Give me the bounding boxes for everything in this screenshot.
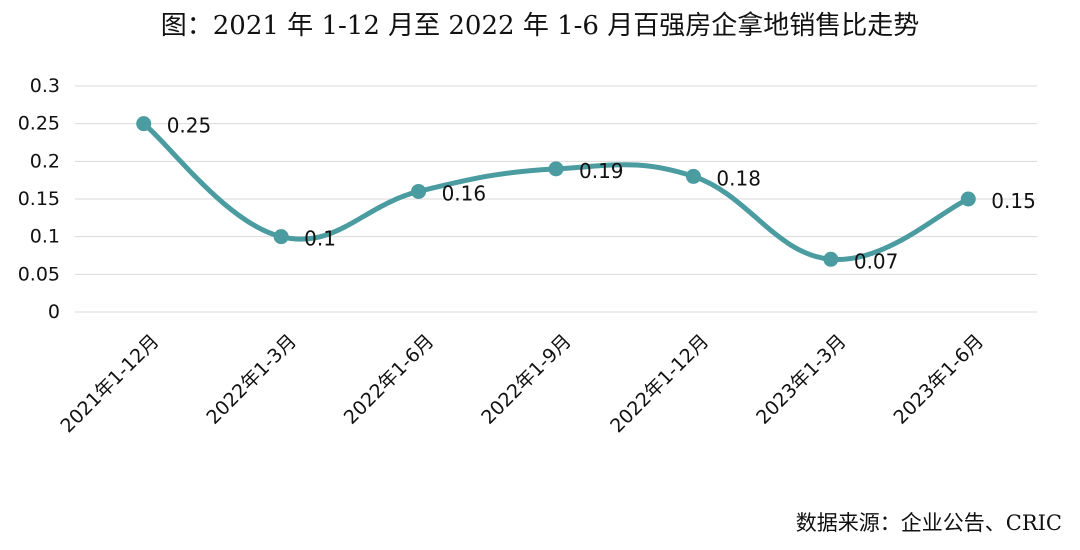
y-axis: 0 0.05 0.1 0.15 0.2 0.25 0.3 [18, 75, 60, 323]
data-label: 0.1 [304, 227, 336, 251]
data-point [685, 168, 701, 184]
y-tick-label: 0.2 [30, 150, 60, 172]
chart-title: 图：2021 年 1-12 月至 2022 年 1-6 月百强房企拿地销售比走势 [160, 11, 920, 41]
y-tick-label: 0.1 [30, 226, 60, 248]
y-tick-label: 0.15 [18, 188, 60, 210]
gridlines [75, 85, 1037, 313]
data-source-note: 数据来源：企业公告、CRIC [795, 511, 1062, 535]
data-point [960, 191, 976, 207]
data-label: 0.07 [854, 249, 899, 273]
x-tick-label: 2022年1-6月 [340, 330, 439, 429]
data-label: 0.25 [167, 114, 212, 138]
data-label: 0.15 [991, 189, 1036, 213]
data-label: 0.18 [716, 166, 761, 190]
series-line [141, 121, 971, 262]
y-tick-label: 0.25 [18, 113, 60, 135]
data-labels: 0.25 0.1 0.16 0.19 0.18 0.07 0.15 [167, 114, 1036, 274]
data-label: 0.16 [442, 181, 487, 205]
x-tick-label: 2023年1-6月 [889, 330, 988, 429]
data-label: 0.19 [579, 159, 624, 183]
data-point [273, 229, 289, 245]
x-axis: 2021年1-12月 2022年1-3月 2022年1-6月 2022年1-9月 202… [56, 330, 988, 437]
data-point [823, 251, 839, 267]
x-tick-label: 2023年1-3月 [752, 330, 851, 429]
y-tick-label: 0 [48, 301, 60, 323]
y-tick-label: 0.05 [18, 263, 60, 285]
x-tick-label: 2022年1-3月 [202, 330, 301, 429]
data-point [548, 161, 564, 177]
data-point [136, 116, 152, 132]
x-tick-label: 2022年1-12月 [606, 330, 713, 437]
y-tick-label: 0.3 [30, 75, 60, 97]
series-layer [136, 116, 976, 267]
x-tick-label: 2021年1-12月 [56, 330, 163, 437]
data-point [411, 183, 427, 199]
x-tick-label: 2022年1-9月 [477, 330, 576, 429]
